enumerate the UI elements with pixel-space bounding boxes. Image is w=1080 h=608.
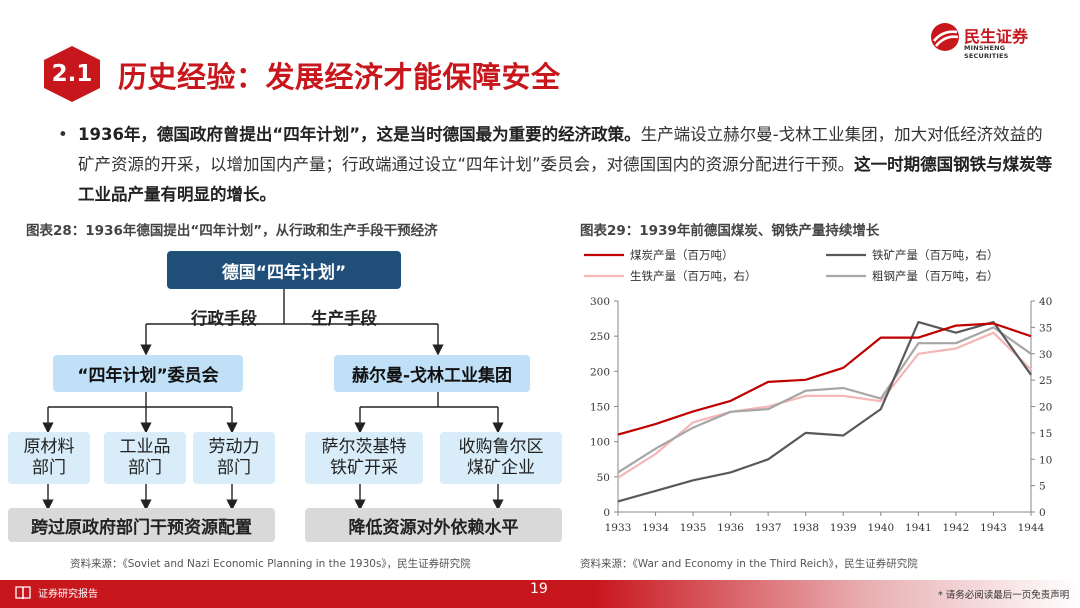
figure29-title: 图表29：1939年前德国煤炭、钢铁产量持续增长 <box>580 223 880 239</box>
x-tick-label: 1942 <box>943 522 970 534</box>
admin-means-label: 行政手段 <box>191 309 257 328</box>
y-left-tick-label: 250 <box>590 331 610 343</box>
bottom-right-outcome-box: 降低资源对外依赖水平 <box>305 508 562 542</box>
y-right-tick-label: 35 <box>1039 322 1052 334</box>
y-left-tick-label: 150 <box>590 402 610 414</box>
chart-axes: 0 50 100 150 200 250 300 0 5 10 15 20 25 30 35 40 1933 19… <box>590 296 1052 534</box>
series-line-0 <box>617 322 1032 436</box>
x-tick-label: 1939 <box>830 522 857 534</box>
x-tick-label: 1944 <box>1018 522 1045 534</box>
x-tick-label: 1940 <box>867 522 894 534</box>
company-logo: 民生证券 MINSHENG SECURITIES <box>930 22 1050 60</box>
bullet-body: 生产端设立赫尔曼-戈林工业集团，加大对低经济效益的矿产资源的开采，以增加国内产量… <box>78 125 1043 174</box>
goering-works-box: 赫尔曼-戈林工业集团 <box>334 355 530 392</box>
page-title: 历史经验：发展经济才能保障安全 <box>118 60 561 94</box>
legend-label-crude-steel: 粗钢产量（百万吨，右） <box>872 269 999 283</box>
bottom-left-outcome-box: 跨过原政府部门干预资源配置 <box>8 508 275 542</box>
section-number-badge: 2.1 <box>44 46 100 102</box>
summary-bullet: • 1936年，德国政府曾提出“四年计划”，这是当时德国最为重要的经济政策。生产… <box>58 120 1058 210</box>
y-left-tick-label: 100 <box>590 437 610 449</box>
legend-label-iron-ore: 铁矿产量（百万吨，右） <box>872 248 999 262</box>
y-right-tick-label: 15 <box>1039 428 1052 440</box>
logo-text-cn: 民生证券 <box>964 27 1029 46</box>
y-right-tick-label: 40 <box>1039 296 1052 308</box>
x-tick-label: 1941 <box>905 522 932 534</box>
legend-label-coal: 煤炭产量（百万吨） <box>630 248 734 262</box>
production-means-label: 生产手段 <box>311 309 377 328</box>
footer-report-label: 证券研究报告 <box>38 589 98 600</box>
y-right-tick-label: 10 <box>1039 454 1052 466</box>
book-icon <box>15 586 31 600</box>
committee-box: “四年计划”委员会 <box>53 355 243 392</box>
chart-legend: 煤炭产量（百万吨） 铁矿产量（百万吨，右） 生铁产量（百万吨，右） 粗钢产量（百… <box>584 248 999 283</box>
footer-bar <box>0 580 1080 608</box>
x-tick-label: 1934 <box>642 522 669 534</box>
logo-mark-icon <box>931 23 959 51</box>
logo-text-en: MINSHENG SECURITIES <box>964 44 1009 60</box>
y-right-tick-label: 25 <box>1039 375 1052 387</box>
raw-materials-dept-box: 原材料 部门 <box>8 432 90 484</box>
series-line-2 <box>617 331 1032 479</box>
page-number: 19 <box>530 581 548 597</box>
figure28-source: 资料来源：《Soviet and Nazi Economic Planning … <box>70 558 471 570</box>
y-right-tick-label: 5 <box>1039 481 1046 493</box>
figure28-title: 图表28：1936年德国提出“四年计划”，从行政和生产手段干预经济 <box>26 223 438 239</box>
legend-label-pig-iron: 生铁产量（百万吨，右） <box>630 269 757 283</box>
series-line-1 <box>617 320 1032 503</box>
production-line-chart: 煤炭产量（百万吨） 铁矿产量（百万吨，右） 生铁产量（百万吨，右） 粗钢产量（百… <box>584 248 1052 534</box>
series-line-3 <box>617 326 1032 474</box>
bullet-dot: • <box>58 125 68 144</box>
x-tick-label: 1936 <box>717 522 744 534</box>
y-right-tick-label: 0 <box>1039 507 1046 519</box>
y-left-tick-label: 300 <box>590 296 610 308</box>
x-tick-label: 1933 <box>605 522 632 534</box>
x-tick-label: 1938 <box>792 522 819 534</box>
x-tick-label: 1935 <box>680 522 707 534</box>
plan-top-box: 德国“四年计划” <box>167 251 401 289</box>
salzgitter-mining-box: 萨尔茨基特 铁矿开采 <box>305 432 423 484</box>
bullet-bold-conclusion: 这一时期德国钢铁与煤炭等工业品产量有明显的增长。 <box>78 155 1053 204</box>
section-number: 2.1 <box>51 61 93 87</box>
figure29-source: 资料来源：《War and Economy in the Third Reich… <box>580 558 918 570</box>
industrial-goods-dept-box: 工业品 部门 <box>104 432 186 484</box>
y-right-tick-label: 30 <box>1039 349 1052 361</box>
y-left-tick-label: 200 <box>590 366 610 378</box>
y-right-tick-label: 20 <box>1039 402 1052 414</box>
bullet-bold-lead: 1936年，德国政府曾提出“四年计划”，这是当时德国最为重要的经济政策。 <box>78 125 641 144</box>
disclaimer-text: * 请务必阅读最后一页免责声明 <box>938 590 1070 601</box>
chart-series <box>617 320 1032 503</box>
x-tick-label: 1943 <box>980 522 1007 534</box>
x-tick-label: 1937 <box>755 522 782 534</box>
y-left-tick-label: 0 <box>603 507 610 519</box>
y-left-tick-label: 50 <box>597 472 610 484</box>
labor-dept-box: 劳动力 部门 <box>193 432 275 484</box>
ruhr-acquisition-box: 收购鲁尔区 煤矿企业 <box>440 432 562 484</box>
org-diagram-connectors <box>42 289 504 511</box>
